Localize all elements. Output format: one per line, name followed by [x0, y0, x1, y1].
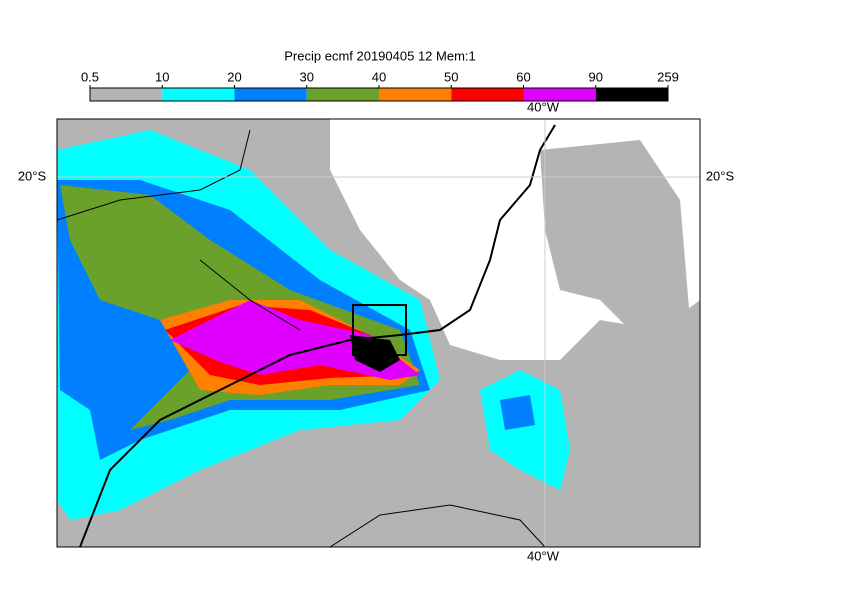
precip-area: [350, 335, 400, 372]
coastline: [79, 124, 556, 547]
colorbar-segment: [595, 88, 668, 101]
colorbar: 0.5 10 20 30 40 50 60 90 259: [81, 69, 679, 102]
colorbar-segment: [90, 88, 163, 101]
map-frame: [56, 118, 701, 548]
precip-area: [540, 140, 690, 340]
lon-label: 40°W: [527, 548, 560, 563]
colorbar-tick-label: 0.5: [81, 69, 99, 84]
colorbar-tick-label: 90: [589, 69, 603, 84]
colorbar-segment: [162, 88, 235, 101]
colorbar-segment: [451, 88, 524, 101]
colorbar-segment: [379, 88, 452, 101]
border: [57, 129, 546, 547]
precip-area: [500, 395, 535, 430]
box: [352, 304, 407, 356]
colorbar-tick-label: 259: [657, 69, 679, 84]
colorbar-segment: [234, 88, 307, 101]
lon-label: 40°W: [527, 99, 560, 114]
colorbar-tick-label: 30: [300, 69, 314, 84]
lat-label: 20°S: [18, 168, 47, 183]
colorbar-tick-label: 20: [227, 69, 241, 84]
lat-label: 20°S: [706, 168, 735, 183]
colorbar-tick-label: 50: [444, 69, 458, 84]
map-field: [57, 119, 700, 547]
colorbar-tick-label: 40: [372, 69, 386, 84]
colorbar-segment: [523, 88, 596, 101]
colorbar-segment: [306, 88, 379, 101]
title: Precip ecmf 20190405 12 Mem:1: [284, 48, 476, 63]
colorbar-tick-label: 60: [516, 69, 530, 84]
colorbar-tick-label: 10: [155, 69, 169, 84]
